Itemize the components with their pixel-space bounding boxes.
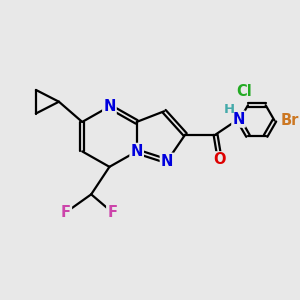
- Text: N: N: [161, 154, 173, 169]
- Text: N: N: [232, 112, 245, 127]
- Text: N: N: [130, 144, 143, 159]
- Text: O: O: [214, 152, 226, 167]
- Text: N: N: [103, 99, 116, 114]
- Text: F: F: [61, 205, 71, 220]
- Text: Br: Br: [281, 113, 299, 128]
- Text: F: F: [107, 205, 117, 220]
- Text: Cl: Cl: [237, 84, 253, 99]
- Text: H: H: [224, 103, 235, 116]
